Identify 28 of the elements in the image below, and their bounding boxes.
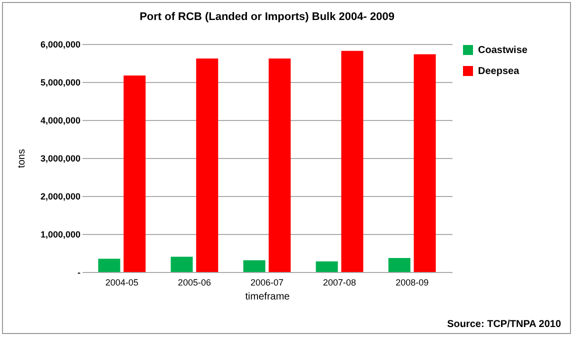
bar xyxy=(196,58,218,272)
x-axis-title: timeframe xyxy=(245,292,290,302)
legend-label: Coastwise xyxy=(478,45,528,56)
y-tick-label: - xyxy=(78,268,80,278)
y-tick-label: 2,000,000 xyxy=(40,192,80,202)
bar xyxy=(268,58,291,272)
x-tick-label: 2006-07 xyxy=(250,278,284,288)
bar xyxy=(124,76,146,272)
y-tick-label: 6,000,000 xyxy=(40,40,80,50)
y-tick-label: 1,000,000 xyxy=(40,230,80,240)
bar xyxy=(316,261,338,272)
x-tick-label: 2004-05 xyxy=(105,278,138,288)
chart-title: Port of RCB (Landed or Imports) Bulk 2004- 2009 xyxy=(140,11,394,23)
bar xyxy=(243,260,266,272)
bar xyxy=(170,256,193,272)
source-note: Source: TCP/TNPA 2010 xyxy=(447,319,561,330)
y-tick-label: 5,000,000 xyxy=(40,78,80,88)
bar xyxy=(414,54,436,272)
legend-label: Deepsea xyxy=(478,66,520,77)
y-tick-label: 4,000,000 xyxy=(40,116,80,126)
x-tick-label: 2008-09 xyxy=(396,278,429,288)
x-tick-label: 2007-08 xyxy=(323,278,356,288)
x-tick-label: 2005-06 xyxy=(178,278,211,288)
y-axis-title: tons xyxy=(16,149,28,168)
y-tick-label: 3,000,000 xyxy=(40,154,80,164)
bar xyxy=(98,258,120,272)
bar xyxy=(388,258,410,272)
bar xyxy=(341,50,364,272)
